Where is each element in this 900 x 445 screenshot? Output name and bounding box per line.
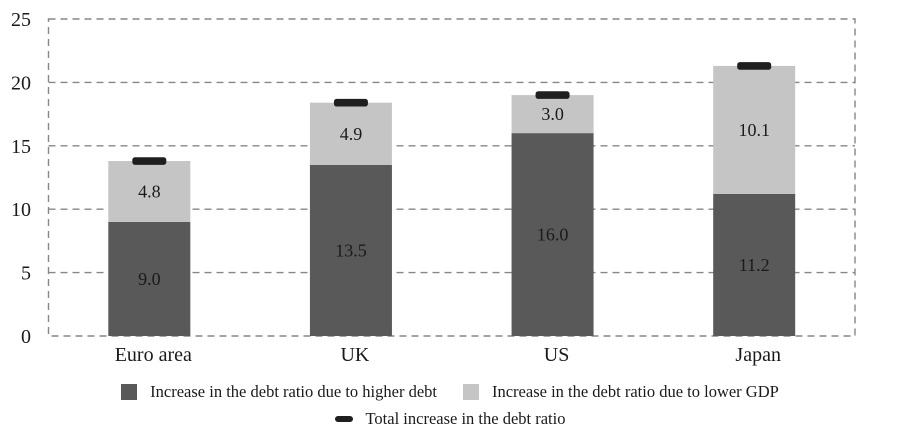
chart-svg: 0 5 10 15 20 25 9.0 4.8 Euro area 13.5 4.9 UK 16.0 3.… [11, 9, 856, 366]
y-axis-tick-label: 20 [11, 72, 31, 94]
x-axis-category-label: UK [340, 344, 369, 366]
y-axis-tick-label: 25 [11, 9, 31, 31]
legend-swatch-lower-gdp [462, 384, 479, 400]
legend-label-lower-gdp: Increase in the debt ratio due to lower … [491, 382, 779, 401]
bar-value-label: 3.0 [541, 104, 564, 124]
bar-segment-higher-debt [713, 193, 796, 336]
bar-segment-lower-gdp [511, 95, 594, 134]
y-axis-tick-label: 0 [21, 326, 31, 348]
bar-segment-higher-debt [108, 221, 191, 336]
legend-row-1: Increase in the debt ratio due to higher… [121, 382, 779, 402]
y-axis-tick-label: 5 [21, 263, 31, 285]
y-axis-tick-label: 10 [11, 199, 31, 221]
bar-value-label: 9.0 [138, 269, 161, 289]
bar-segment-lower-gdp [309, 102, 392, 165]
legend-swatch-higher-debt [121, 384, 138, 400]
bar-segment-higher-debt [309, 164, 392, 336]
x-axis-category-label: US [544, 344, 570, 366]
total-increase-marker [132, 157, 167, 165]
bar-value-label: 4.9 [340, 124, 363, 144]
bar-segment-higher-debt [511, 133, 594, 336]
bar-value-label: 10.1 [738, 120, 770, 140]
bar-value-label: 13.5 [335, 240, 367, 260]
plot-area-border [47, 18, 856, 337]
total-increase-marker [737, 62, 772, 70]
total-increase-marker [333, 98, 368, 107]
chart-legend: Increase in the debt ratio due to higher… [0, 382, 900, 429]
x-axis-category-label: Euro area [115, 344, 192, 366]
bar-value-label: 11.2 [739, 255, 770, 275]
total-increase-marker [535, 91, 570, 99]
legend-label-higher-debt: Increase in the debt ratio due to higher… [150, 382, 437, 401]
legend-row-2: Total increase in the debt ratio [334, 409, 566, 429]
legend-label-total: Total increase in the debt ratio [365, 409, 566, 428]
bar-value-label: 4.8 [138, 181, 161, 201]
bar-segment-lower-gdp [108, 161, 191, 222]
y-axis-tick-label: 15 [11, 136, 31, 158]
legend-item-lower-gdp: Increase in the debt ratio due to lower … [462, 382, 779, 402]
legend-item-higher-debt: Increase in the debt ratio due to higher… [121, 382, 437, 402]
x-axis-category-label: Japan [735, 344, 781, 366]
bar-segment-lower-gdp [713, 65, 796, 194]
bar-value-label: 16.0 [537, 225, 569, 245]
legend-item-total: Total increase in the debt ratio [334, 409, 566, 429]
legend-swatch-total-dash [334, 416, 353, 422]
